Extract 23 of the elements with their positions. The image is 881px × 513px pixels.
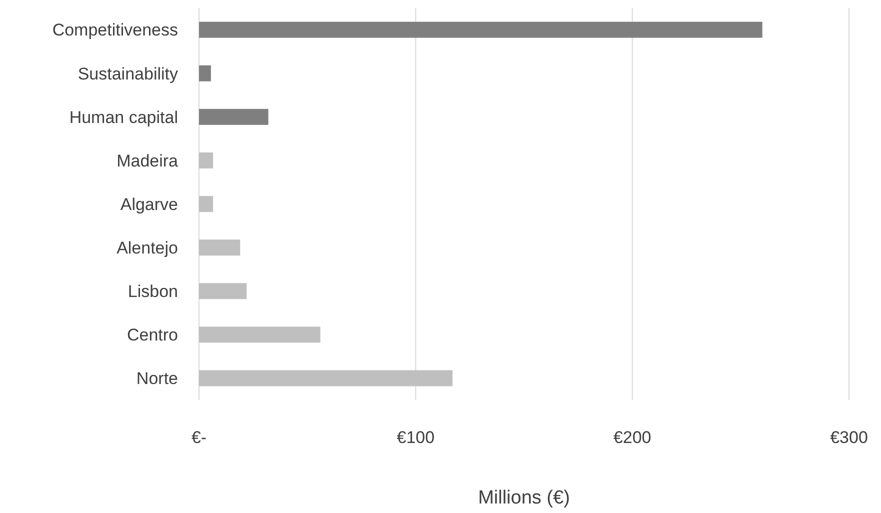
bar <box>199 108 268 125</box>
y-tick-label: Lisbon <box>128 282 178 302</box>
x-tick-label: €100 <box>396 428 435 447</box>
y-tick-label: Norte <box>136 369 178 388</box>
bar <box>199 196 214 212</box>
x-tick-label: €200 <box>613 428 652 447</box>
bar <box>199 370 452 386</box>
bar <box>199 283 247 300</box>
y-tick-label: Centro <box>126 326 178 345</box>
bar <box>199 22 762 38</box>
y-tick-label: Competitiveness <box>52 20 178 40</box>
x-tick-label: €300 <box>830 428 868 447</box>
y-tick-label: Madeira <box>116 151 179 170</box>
y-tick-label: Sustainability <box>78 64 178 84</box>
y-tick-label: Human capital <box>69 108 178 127</box>
bar <box>199 152 214 168</box>
x-tick-label: €- <box>191 428 207 447</box>
bar <box>199 240 240 256</box>
y-tick-label: Algarve <box>120 194 178 214</box>
bar <box>199 65 211 82</box>
x-axis-title: Millions (€) <box>478 488 570 509</box>
bar <box>199 326 320 343</box>
y-tick-label: Alentejo <box>116 238 178 258</box>
